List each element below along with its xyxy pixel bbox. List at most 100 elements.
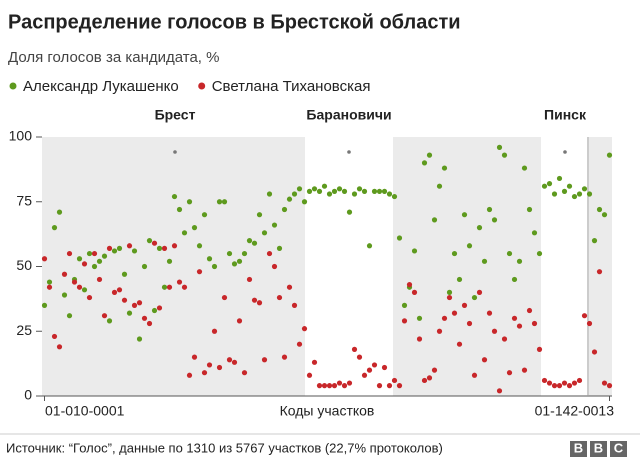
- point: [376, 383, 383, 389]
- point: [301, 326, 308, 332]
- point: [486, 310, 493, 316]
- point: [216, 364, 223, 371]
- point: [361, 188, 368, 194]
- point: [381, 364, 388, 371]
- y-tick-label: 100: [9, 128, 33, 144]
- legend-label: Александр Лукашенко: [23, 78, 179, 95]
- point: [526, 206, 533, 213]
- annotation-marker: [173, 150, 177, 154]
- point: [396, 383, 403, 389]
- point: [116, 245, 123, 251]
- point: [86, 294, 93, 301]
- annotation: Пинск: [544, 107, 587, 123]
- point: [451, 310, 458, 316]
- point: [386, 383, 393, 389]
- point: [381, 188, 388, 194]
- point: [451, 250, 458, 257]
- point: [311, 186, 318, 192]
- region-band: [589, 137, 612, 396]
- annotation: Барановичи: [306, 107, 391, 123]
- point: [246, 276, 253, 283]
- point: [211, 328, 218, 334]
- point: [351, 346, 358, 352]
- point: [566, 183, 573, 189]
- subtitle: Доля голосов за кандидата, %: [8, 49, 219, 66]
- point: [196, 243, 203, 249]
- point: [471, 294, 478, 301]
- point: [146, 238, 153, 244]
- point: [561, 188, 568, 194]
- point: [481, 258, 488, 264]
- point: [541, 183, 548, 189]
- point: [161, 284, 168, 290]
- point: [166, 284, 173, 290]
- point: [46, 284, 53, 290]
- y-tick-label: 50: [16, 257, 32, 273]
- point: [576, 377, 583, 384]
- point: [466, 320, 473, 327]
- point: [41, 256, 48, 262]
- legend-label: Светлана Тихановская: [212, 78, 371, 95]
- point: [346, 380, 353, 386]
- point: [86, 250, 93, 257]
- point: [281, 206, 288, 213]
- point: [191, 225, 198, 231]
- point: [471, 372, 478, 378]
- point: [576, 191, 583, 197]
- point: [291, 191, 298, 197]
- point: [236, 318, 243, 324]
- point: [106, 318, 113, 324]
- point: [326, 191, 333, 197]
- point: [491, 328, 498, 334]
- point: [66, 313, 73, 319]
- chart-title: Распределение голосов в Брестской област…: [8, 11, 461, 33]
- point: [536, 346, 543, 352]
- point: [541, 377, 548, 384]
- point: [321, 183, 328, 189]
- point: [136, 300, 143, 306]
- point: [476, 289, 483, 295]
- point: [296, 186, 303, 192]
- point: [41, 302, 48, 308]
- point: [466, 243, 473, 249]
- point: [341, 383, 348, 389]
- point: [286, 196, 293, 202]
- point: [196, 269, 203, 275]
- point: [426, 152, 433, 158]
- point: [336, 380, 343, 386]
- point: [221, 199, 228, 205]
- point: [251, 297, 258, 303]
- point: [531, 320, 538, 327]
- point: [291, 302, 298, 308]
- point: [531, 230, 538, 236]
- point: [491, 217, 498, 223]
- point: [76, 256, 83, 262]
- point: [551, 191, 558, 197]
- point: [601, 380, 608, 386]
- point: [351, 191, 358, 197]
- point: [416, 336, 423, 342]
- point: [101, 313, 108, 319]
- point: [546, 181, 553, 187]
- point: [266, 250, 273, 257]
- y-tick-label: 0: [24, 387, 32, 403]
- point: [456, 276, 463, 283]
- point: [356, 354, 363, 360]
- point: [316, 383, 323, 389]
- point: [206, 362, 213, 368]
- region-band: [42, 137, 305, 396]
- point: [311, 359, 318, 365]
- y-tick-label: 25: [16, 322, 32, 338]
- point: [521, 367, 528, 373]
- point: [556, 175, 563, 182]
- point: [406, 282, 413, 288]
- point: [446, 294, 453, 301]
- region-band: [393, 137, 541, 396]
- point: [511, 276, 518, 283]
- point: [496, 388, 503, 394]
- point: [181, 230, 188, 236]
- source: Источник: “Голос”, данные по 1310 из 576…: [6, 440, 443, 455]
- point: [586, 191, 593, 197]
- point: [441, 165, 448, 171]
